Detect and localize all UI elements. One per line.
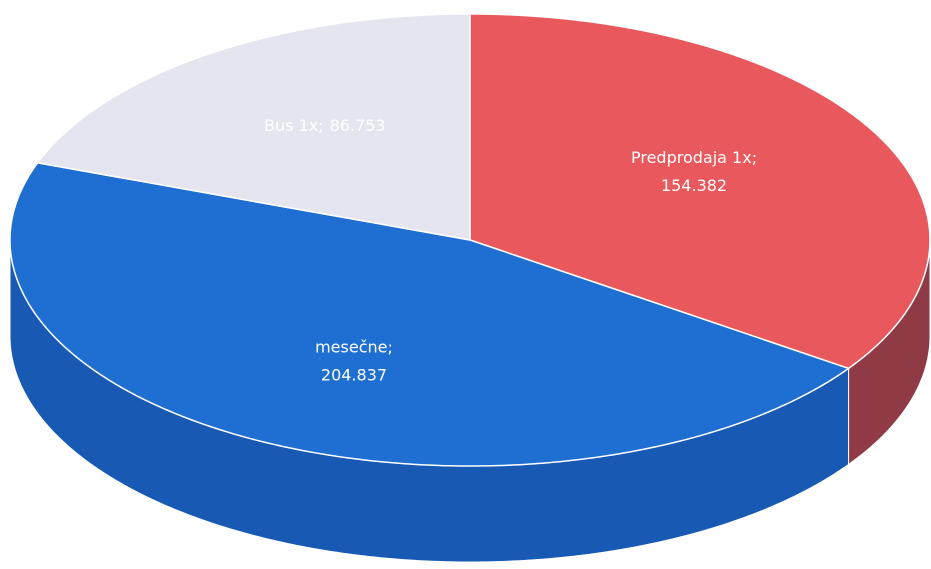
label-separator: ; bbox=[752, 148, 757, 167]
label-category: Bus 1x bbox=[264, 116, 318, 135]
label-category: mesečne bbox=[315, 338, 387, 357]
data-label: Predprodaja 1x; 154.382 bbox=[631, 148, 757, 195]
data-label: mesečne; 204.837 bbox=[315, 338, 393, 385]
label-category: Predprodaja 1x bbox=[631, 148, 752, 167]
label-value: 154.382 bbox=[661, 176, 727, 195]
label-value: 204.837 bbox=[321, 366, 387, 385]
slice bbox=[9, 161, 851, 467]
label-value: 86.753 bbox=[330, 116, 386, 135]
data-label: Bus 1x; 86.753 bbox=[264, 116, 386, 135]
label-separator: ; bbox=[318, 116, 323, 135]
label-separator: ; bbox=[387, 338, 392, 357]
slice bbox=[36, 13, 471, 241]
slice bbox=[469, 13, 931, 370]
